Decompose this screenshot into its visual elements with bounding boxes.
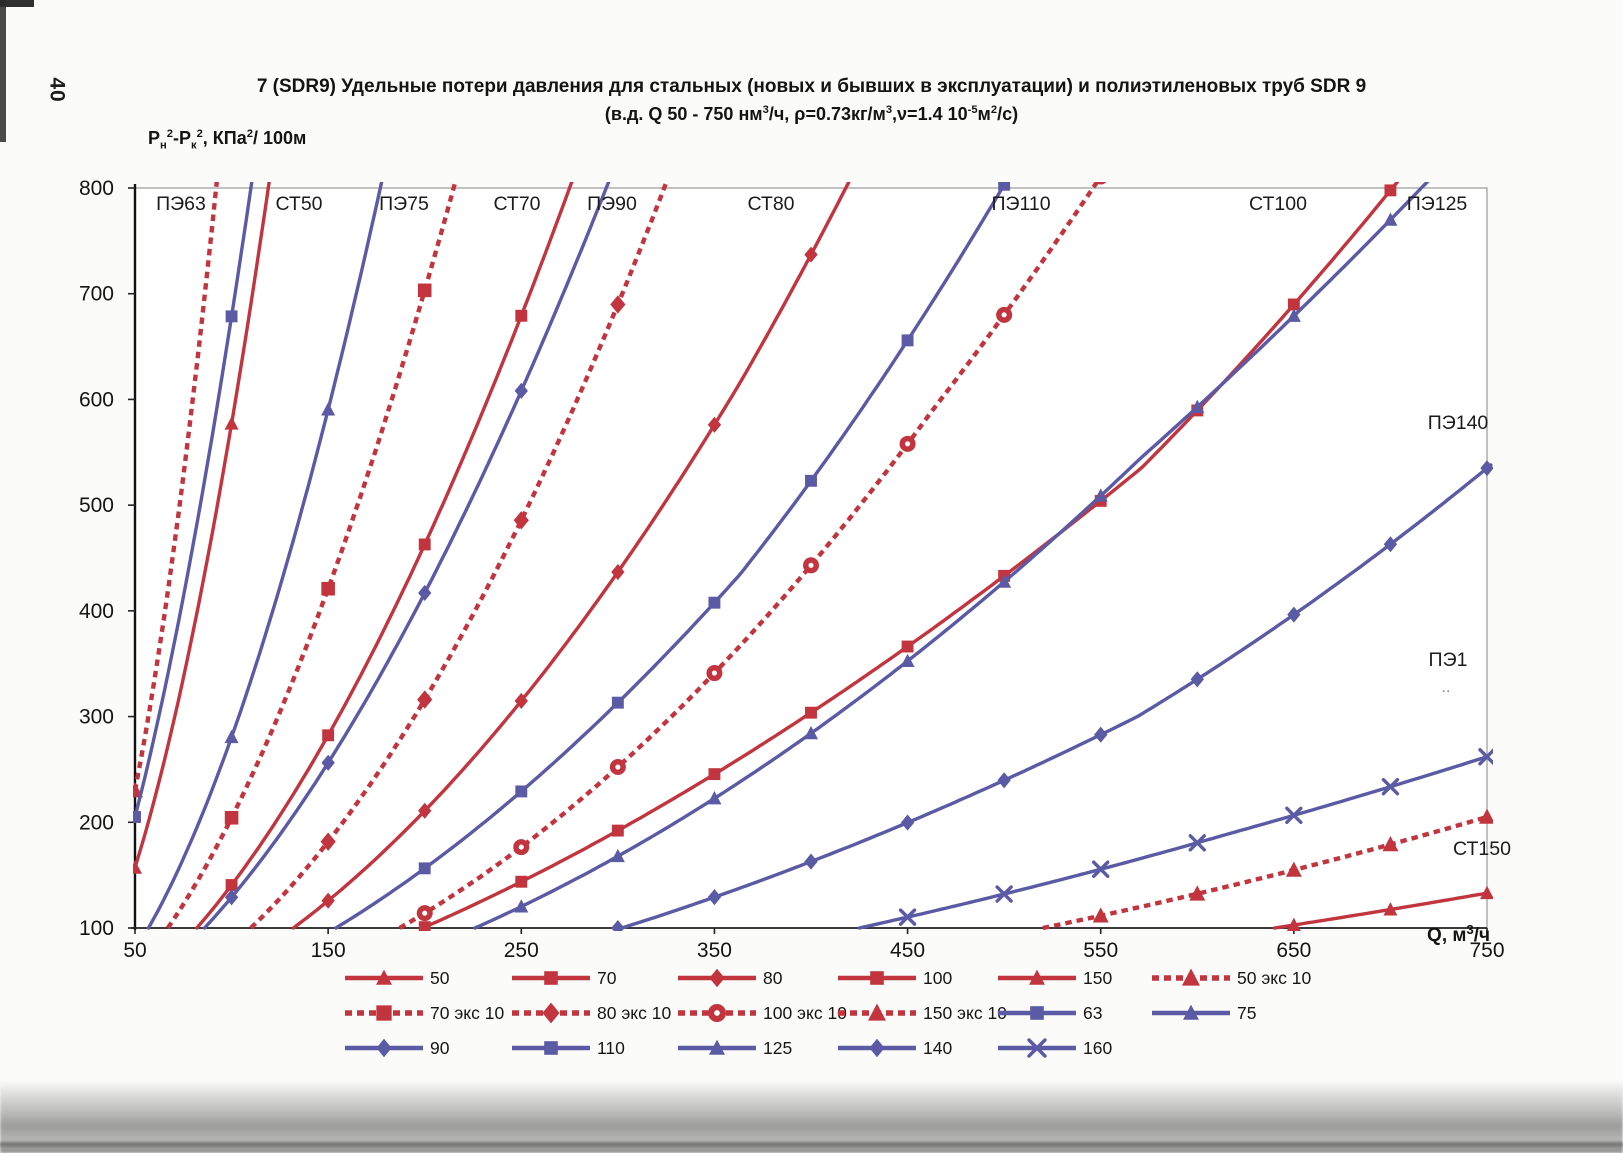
- scan-artifact-bottom-band: [0, 1082, 1623, 1153]
- legend-item-150-экс-10: 150 экс 10: [838, 1003, 1007, 1023]
- series-110: [334, 182, 1011, 930]
- legend-item-160: 160: [998, 1038, 1112, 1058]
- curve-label-50: СТ50: [275, 193, 322, 215]
- legend-item-100: 100: [838, 968, 952, 988]
- curve-label-80: СТ80: [747, 193, 794, 215]
- legend-label: 150 экс 10: [923, 1003, 1007, 1023]
- legend-item-100-экс-10: 100 экс 10: [678, 1003, 847, 1023]
- axis-ticks: 100 200 300 400 500 600 700 800 50 150 250 350 450 55…: [79, 177, 1505, 962]
- series-70-экс-10: [165, 182, 458, 930]
- curve-label-70: СТ70: [493, 193, 540, 215]
- legend-item-50: 50: [345, 968, 450, 988]
- y-tick-label: 700: [79, 283, 114, 306]
- legend: 50 70 80 100 150 50 экс 10 70 экс 10 80 экс 10 1…: [345, 968, 1311, 1058]
- chart-title: 7 (SDR9) Удельные потери давления для ст…: [256, 76, 1367, 97]
- legend-item-63: 63: [998, 1003, 1102, 1023]
- scan-artifact-corner: [0, 0, 34, 7]
- legend-item-125: 125: [678, 1038, 792, 1058]
- curve-label-100: СТ100: [1249, 193, 1307, 215]
- legend-item-140: 140: [838, 1038, 952, 1058]
- legend-label: 90: [430, 1038, 450, 1058]
- legend-label: 140: [923, 1038, 952, 1058]
- chart-subtitle: (в.д. Q 50 - 750 нм3/ч, ρ=0.73кг/м3,ν=1.…: [604, 104, 1019, 124]
- x-tick-label: 250: [504, 939, 539, 962]
- x-tick-label: 150: [311, 939, 346, 962]
- scan-artifact-corner-side: [0, 0, 6, 142]
- plot-series: [133, 182, 1493, 931]
- legend-label: 50: [430, 968, 450, 988]
- legend-label: 80: [763, 968, 783, 988]
- series-80: [291, 182, 851, 930]
- legend-item-90: 90: [345, 1038, 450, 1058]
- y-tick-label: 400: [79, 600, 114, 623]
- legend-label: 160: [1083, 1038, 1112, 1058]
- series-70: [195, 182, 574, 930]
- x-tick-label: 350: [697, 939, 732, 962]
- curve-label-140: ПЭ140: [1428, 412, 1489, 434]
- legend-item-75: 75: [1152, 1003, 1256, 1023]
- legend-label: 80 экс 10: [597, 1003, 671, 1023]
- legend-label: 70 экс 10: [430, 1003, 504, 1023]
- series-160: [857, 748, 1493, 930]
- legend-item-80: 80: [678, 968, 783, 988]
- y-axis-title: Pн2-Pк2, КПа2/ 100м: [148, 128, 307, 152]
- series-90: [202, 182, 611, 930]
- series-63: [133, 182, 254, 823]
- legend-label: 75: [1237, 1003, 1256, 1023]
- curve-label-150: СТ150: [1453, 838, 1511, 860]
- legend-item-150: 150: [998, 968, 1112, 988]
- curve-label-90: ПЭ90: [587, 193, 637, 215]
- y-tick-label: 800: [79, 177, 114, 200]
- legend-label: 63: [1083, 1003, 1102, 1023]
- y-tick-label: 200: [79, 811, 114, 834]
- legend-label: 125: [763, 1038, 792, 1058]
- legend-item-70-экс-10: 70 экс 10: [345, 1003, 504, 1023]
- legend-label: 100: [923, 968, 952, 988]
- x-tick-label: 50: [123, 939, 146, 962]
- y-tick-label: 100: [79, 917, 114, 940]
- y-tick-label: 500: [79, 494, 114, 517]
- legend-label: 110: [597, 1038, 625, 1058]
- series-140: [611, 460, 1493, 931]
- legend-item-110: 110: [512, 1038, 625, 1058]
- y-tick-label: 300: [79, 706, 114, 729]
- series-75: [146, 182, 384, 930]
- curve-label-75: ПЭ75: [379, 193, 429, 215]
- curve-label-63: ПЭ63: [156, 193, 206, 215]
- x-tick-label: 650: [1276, 939, 1311, 962]
- legend-item-80-экс-10: 80 экс 10: [512, 1002, 671, 1024]
- x-tick-label: 550: [1083, 939, 1118, 962]
- curve-label-1: ПЭ1: [1429, 649, 1468, 671]
- series-50: [133, 182, 271, 874]
- legend-label: 70: [597, 968, 617, 988]
- curve-label-: ..: [1442, 679, 1451, 696]
- x-tick-label: 750: [1469, 939, 1504, 962]
- legend-item-50-экс-10: 50 экс 10: [1152, 968, 1311, 988]
- curve-label-110: ПЭ110: [991, 193, 1050, 215]
- series-150: [1272, 885, 1493, 931]
- curve-label-125: ПЭ125: [1407, 193, 1468, 215]
- series-100-экс-10: [398, 182, 1107, 930]
- legend-item-70: 70: [512, 968, 617, 988]
- x-axis-title: Q, м3​/ч: [1427, 922, 1490, 946]
- x-tick-label: 450: [890, 939, 925, 962]
- legend-label: 100 экс 10: [763, 1003, 847, 1023]
- series-125: [473, 182, 1430, 930]
- legend-label: 50 экс 10: [1237, 968, 1311, 988]
- series-150-экс-10: [1042, 808, 1493, 931]
- series-80-экс-10: [249, 182, 669, 930]
- y-tick-label: 600: [79, 388, 114, 411]
- scan-artifact-bottom-edge: [0, 1142, 1623, 1147]
- legend-label: 150: [1083, 968, 1112, 988]
